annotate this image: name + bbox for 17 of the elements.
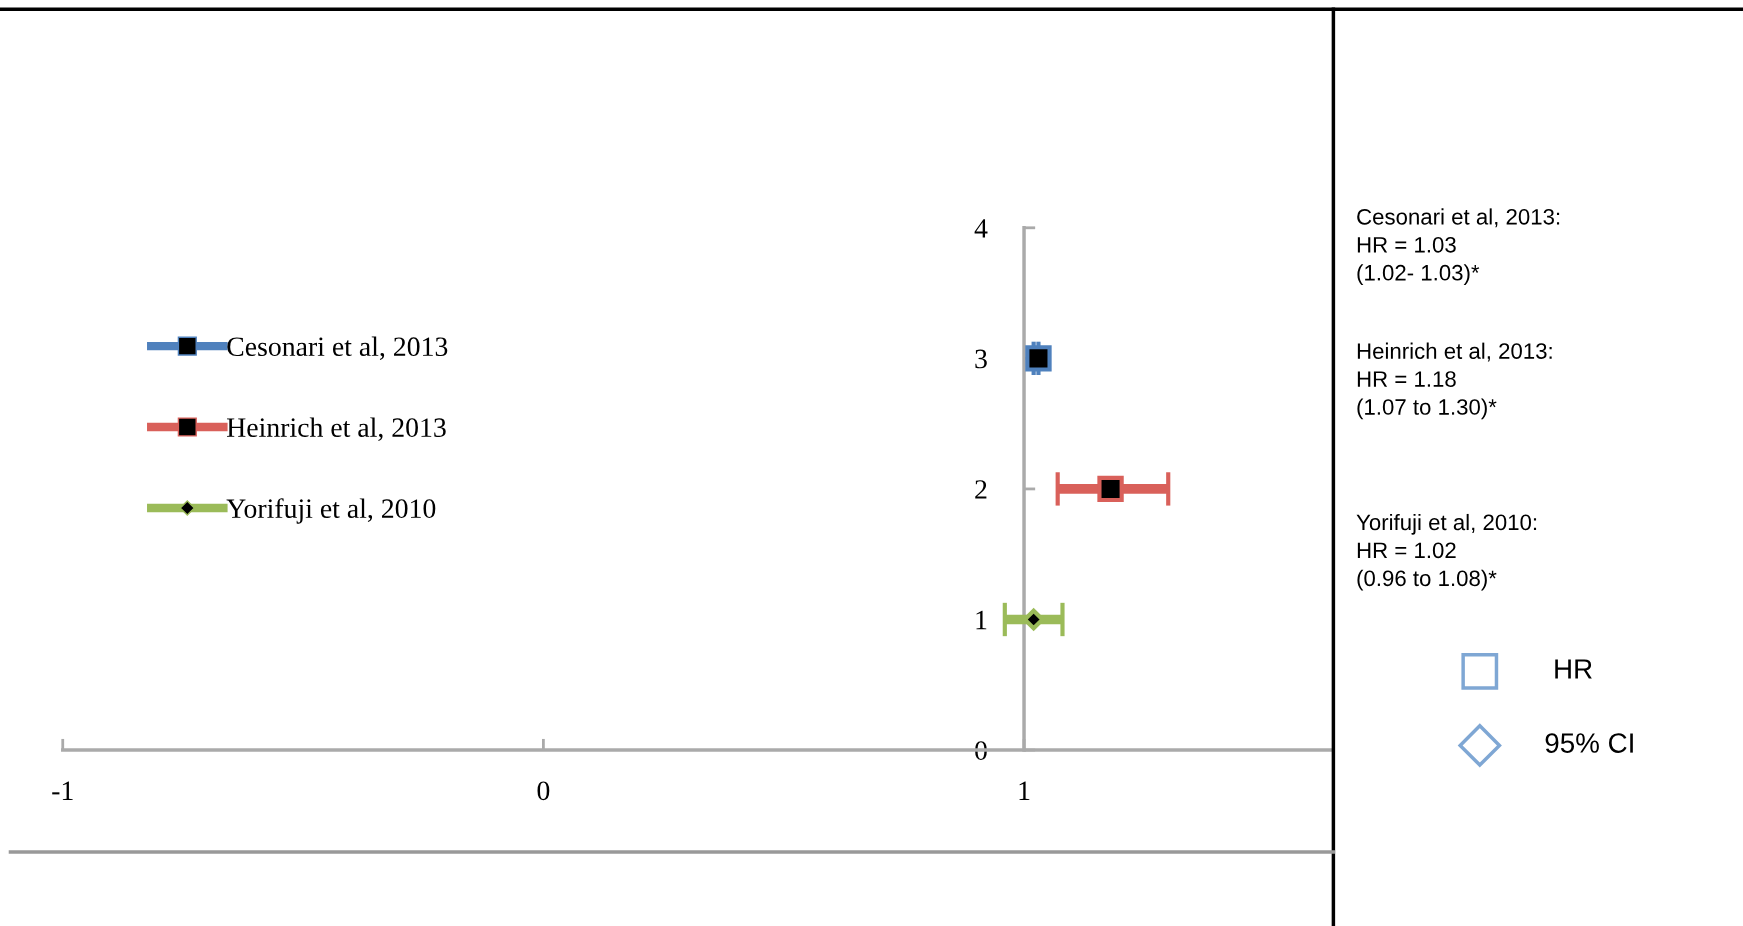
legend-label: Cesonari et al, 2013 <box>227 336 448 361</box>
point <box>1025 345 1052 372</box>
y-tick-label: 3 <box>975 349 987 369</box>
legend-label: Yorifuji et al, 2010 <box>226 498 436 524</box>
x-tick-label: -1 <box>52 781 73 800</box>
text: Heinrich et al, 2013: HR = 1.18 (1.07 to 1.30)* <box>1357 342 1552 420</box>
x-tick-label: 0 <box>537 781 550 801</box>
y-tick-label: 2 <box>975 480 987 499</box>
text: HR <box>1555 659 1592 679</box>
y-tick-label: 4 <box>974 219 988 238</box>
x-tick-label: 1 <box>1019 781 1030 800</box>
text: Cesonari et al, 2013: HR = 1.03 (1.02- 1.03)* <box>1357 208 1560 285</box>
point <box>1097 475 1124 503</box>
text: Yorifuji et al, 2010: HR = 1.02 (0.96 to 1.08)* <box>1356 513 1537 591</box>
legend-label: Heinrich et al, 2013 <box>226 417 446 441</box>
y-tick-label: 1 <box>976 610 987 630</box>
text: 95% CI <box>1545 733 1633 753</box>
